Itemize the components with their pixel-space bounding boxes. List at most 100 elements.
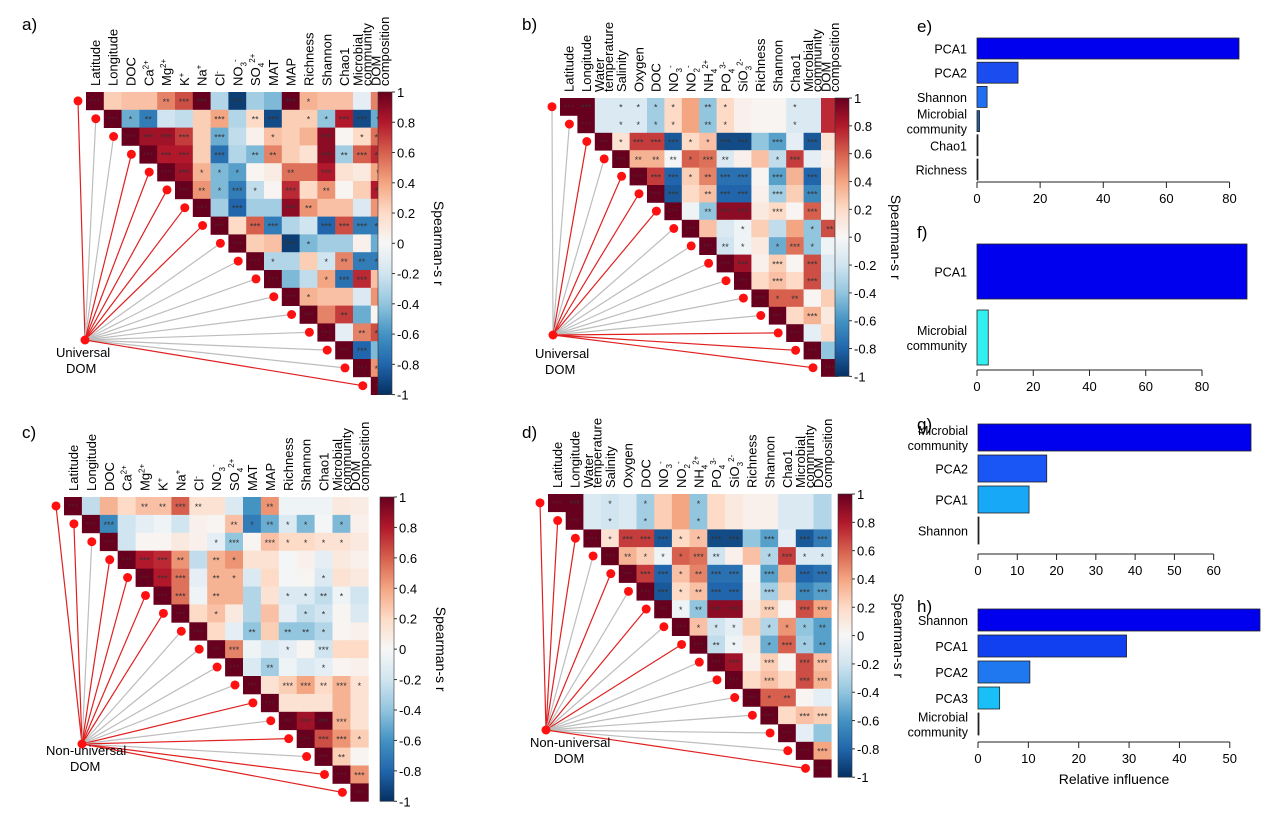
- significance-stars: ***: [179, 150, 190, 160]
- heatmap-cell: [192, 127, 211, 146]
- heatmap-cell: [139, 109, 158, 128]
- significance-stars: **: [163, 97, 171, 107]
- link-node: [230, 680, 240, 690]
- heatmap-cell: [353, 109, 372, 128]
- heatmap-cell: [654, 529, 673, 548]
- significance-stars: ***: [143, 150, 154, 160]
- heatmap-cell: [751, 254, 770, 273]
- heatmap-cell: [210, 181, 229, 200]
- heatmap-cell: [716, 132, 735, 151]
- heatmap-cell: [103, 92, 122, 111]
- x-tick-label: 20: [1033, 191, 1047, 206]
- category-label: Shannon: [917, 91, 967, 105]
- heatmap-cell: [664, 98, 683, 116]
- hub-node: [80, 335, 90, 345]
- significance-stars: *: [644, 517, 648, 527]
- link-node: [677, 639, 687, 649]
- significance-stars: ***: [693, 552, 704, 562]
- heatmap-cell: [786, 237, 804, 255]
- heatmap-cell: [751, 132, 770, 151]
- link-line: [552, 141, 588, 336]
- heatmap-panel-b: b) Latitude LongitudeWatertemperatureSalin…: [522, 15, 904, 384]
- link-line: [81, 738, 289, 745]
- link-node: [269, 292, 279, 302]
- column-label: K+: [155, 477, 170, 491]
- significance-stars: **: [341, 257, 349, 267]
- significance-stars: *: [325, 257, 329, 267]
- column-label: NO3-: [656, 461, 674, 488]
- column-label: Chao1: [788, 54, 803, 92]
- heatmap-cell: [296, 711, 315, 731]
- heatmap-cell: [716, 185, 735, 203]
- link-node: [215, 238, 225, 248]
- heatmap-cell: [768, 185, 787, 203]
- significance-stars: ***: [782, 729, 793, 739]
- significance-stars: ***: [336, 681, 347, 691]
- heatmap-cell: [171, 532, 190, 552]
- significance-stars: ***: [232, 239, 243, 249]
- heatmap-cell: [751, 185, 770, 203]
- colorbar-tick-label: 0.8: [854, 119, 872, 134]
- significance-stars: ***: [300, 735, 311, 745]
- bar: [976, 110, 980, 132]
- heatmap-cell: [207, 514, 226, 534]
- heatmap-cell: [654, 564, 673, 583]
- link-node: [553, 516, 563, 526]
- significance-stars: ***: [161, 133, 172, 143]
- significance-stars: ***: [143, 133, 154, 143]
- significance-stars: **: [269, 150, 277, 160]
- link-node: [302, 752, 312, 762]
- heatmap-cell: [210, 145, 229, 164]
- heatmap-cell: [716, 98, 735, 116]
- heatmap-cell: [192, 109, 211, 128]
- heatmap-cell: [795, 741, 814, 760]
- heatmap-cell: [317, 252, 336, 271]
- heatmap-cell: [671, 564, 690, 583]
- colorbar-label: Spearman-s r: [888, 195, 904, 280]
- heatmap-cell: [671, 511, 690, 530]
- heatmap-cell: [350, 586, 369, 605]
- significance-stars: ***: [711, 587, 722, 597]
- heatmap-cell: [296, 514, 315, 534]
- significance-stars: ***: [232, 186, 243, 196]
- bar: [976, 37, 1240, 60]
- significance-stars: **: [213, 574, 221, 584]
- link-line: [81, 559, 111, 745]
- heatmap-cell: [699, 98, 717, 116]
- significance-stars: ***: [179, 133, 190, 143]
- x-tick-label: 60: [1139, 379, 1153, 394]
- link-node: [212, 662, 222, 672]
- column-label: Ca2+: [141, 60, 156, 86]
- heatmap-cell: [803, 202, 822, 221]
- link-line: [84, 154, 132, 341]
- heatmap-cell: [671, 617, 690, 636]
- column-label: Shannon: [771, 40, 786, 92]
- heatmap-cell: [157, 163, 176, 182]
- heatmap-cell: [335, 252, 354, 271]
- heatmap-cell: [813, 564, 832, 583]
- heatmap-cell: [264, 163, 283, 182]
- link-node: [783, 746, 793, 756]
- heatmap-cell: [335, 234, 354, 253]
- colorbar-tick-label: -0.6: [399, 733, 421, 748]
- heatmap-cell: [260, 514, 280, 534]
- significance-stars: ***: [807, 277, 818, 287]
- heatmap-cell: [350, 622, 369, 641]
- heatmap-cell: [171, 568, 190, 587]
- heatmap-cell: [210, 163, 229, 182]
- heatmap-cell: [317, 163, 336, 182]
- heatmap-cell: [654, 511, 673, 530]
- significance-stars: ***: [729, 534, 740, 544]
- significance-stars: **: [338, 753, 346, 763]
- significance-stars: *: [811, 242, 815, 252]
- x-tick-label: 20: [1049, 563, 1063, 578]
- heatmap-cell: [332, 514, 351, 534]
- colorbar-tick-label: 1: [857, 487, 864, 502]
- column-label: SO42+: [248, 53, 266, 86]
- significance-stars: *: [322, 538, 326, 548]
- heatmap-cell: [716, 150, 735, 168]
- heatmap-cell: [786, 306, 804, 325]
- heatmap-cell: [681, 150, 700, 168]
- heatmap-cell: [299, 252, 318, 271]
- heatmap-cell: [751, 202, 770, 221]
